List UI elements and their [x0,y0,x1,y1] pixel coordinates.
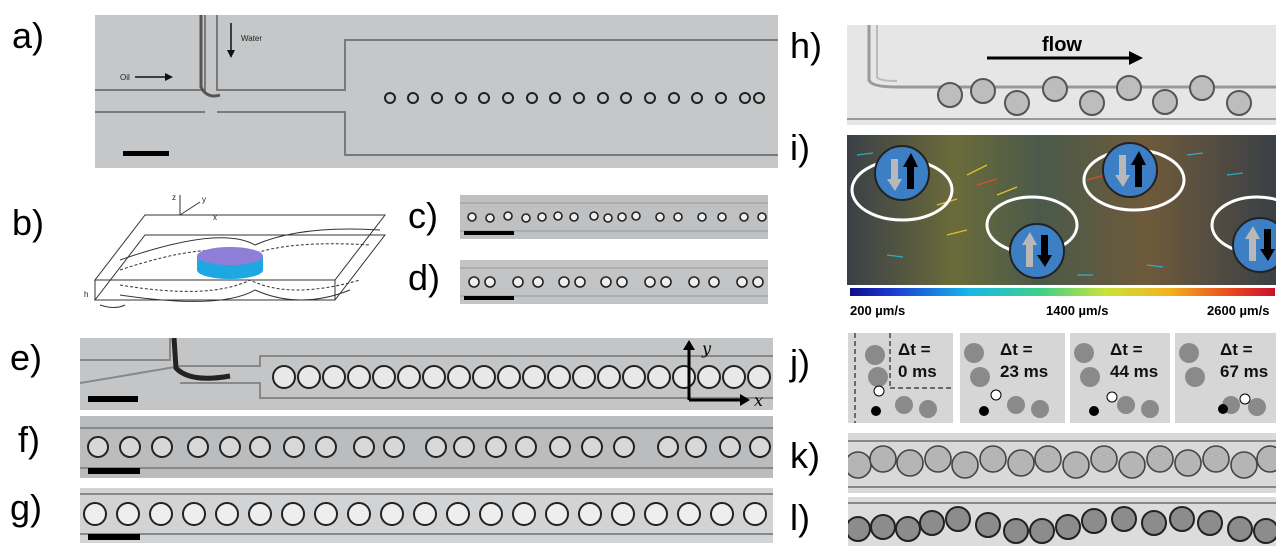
panel-j-frame-2: Δt = 23 ms [960,333,1065,423]
axis-y-label: y [202,195,206,204]
colorbar-mid-label: 1400 µm/s [1046,303,1109,318]
time-value: 0 ms [898,362,937,381]
flow-label: flow [1042,34,1082,56]
rotation-indicator [1102,142,1158,198]
rotation-indicator [874,145,930,201]
scale-bar [464,296,514,300]
panel-label-a: a) [12,15,45,56]
panel-f-micrograph [80,416,773,478]
scale-bar [88,468,140,474]
panel-label-g: g) [10,487,43,528]
panel-a-micrograph: Oil Water [95,15,778,168]
panel-b-schematic: z y x h [80,190,405,330]
panel-c-micrograph [460,195,768,239]
time-label: Δt = [1110,340,1143,359]
scale-bar [88,396,138,402]
panel-j-frame-3: Δt = 44 ms [1070,333,1170,423]
axis-y-label: y [701,339,712,358]
time-value: 23 ms [1000,362,1048,381]
panel-label-b: b) [12,202,45,243]
panel-label-e: e) [10,337,43,378]
scale-bar [88,534,140,540]
panel-d-micrograph [460,260,768,304]
panel-label-h: h) [790,25,823,66]
panel-i-velocity-field [847,135,1276,285]
axis-x-label: x [754,391,763,410]
water-label: Water [241,34,262,43]
time-label: Δt = [1000,340,1033,359]
panel-l-micrograph [848,497,1276,546]
height-label: h [84,290,88,299]
panel-e-micrograph: y x [80,338,773,410]
rotation-indicator [1232,217,1276,273]
time-label: Δt = [898,340,931,359]
panel-k-micrograph [848,433,1276,493]
colorbar [850,288,1275,296]
rotation-indicator [1009,223,1065,279]
scale-bar [123,151,169,156]
panel-label-i: i) [790,127,810,168]
panel-j-frame-4: Δt = 67 ms [1175,333,1276,423]
colorbar-min-label: 200 µm/s [850,303,906,318]
panel-label-j: j) [790,342,810,383]
panel-label-c: c) [408,195,438,236]
time-label: Δt = [1220,340,1253,359]
axis-x-label: x [213,213,217,222]
time-value: 44 ms [1110,362,1158,381]
oil-label: Oil [120,73,130,82]
panel-label-l: l) [790,497,810,538]
time-value: 67 ms [1220,362,1268,381]
panel-j-frame-1: Δt = 0 ms [848,333,953,423]
panel-label-d: d) [408,257,441,298]
scale-bar [464,231,514,235]
panel-label-f: f) [18,419,40,460]
panel-label-k: k) [790,435,820,476]
droplet-row [384,92,765,104]
droplet-top [197,247,263,265]
axis-z-label: z [172,193,176,202]
colorbar-max-label: 2600 µm/s [1207,303,1270,318]
panel-g-micrograph [80,488,773,543]
panel-h-micrograph: flow [847,25,1276,125]
